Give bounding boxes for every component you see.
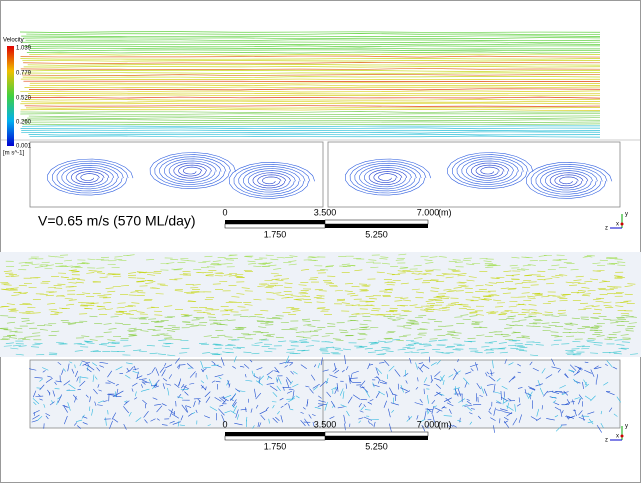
caption: V=0.65 m/s (570 ML/day) (38, 213, 196, 229)
legend-tick: 0.779 (16, 71, 32, 77)
triad-axis (621, 223, 624, 226)
triad-label: y (625, 424, 628, 430)
triad-label: x (616, 222, 619, 228)
scale-label: 0 (222, 419, 227, 429)
scale-label: 7.000 (417, 207, 440, 217)
legend-unit: [m s^-1] (3, 151, 24, 157)
scale-unit: (m) (438, 207, 452, 217)
scale-label: 3.500 (314, 419, 337, 429)
cavity (30, 360, 620, 428)
scale-label: 1.750 (264, 441, 287, 451)
legend-tick: 0.520 (16, 96, 32, 102)
scale-seg (225, 432, 325, 436)
bottom-panel: 0 3.500 7.000(m) 1.750 5.250 y z x (0, 252, 641, 451)
scale-label: 3.500 (314, 207, 337, 217)
scale-seg (325, 432, 428, 436)
triad-label: z (605, 438, 608, 444)
scale-seg (325, 224, 428, 228)
color-ramp (7, 46, 14, 146)
scale-seg (325, 436, 428, 440)
channel (0, 252, 641, 357)
screenshot: 03.5007.000(m)1.7505.250yzx 03.5007.000(… (0, 0, 641, 483)
scale-label: 7.000 (417, 419, 440, 429)
triad-label: y (625, 212, 628, 218)
scale-seg (325, 220, 428, 224)
scale-seg (225, 224, 325, 228)
scale-seg (225, 436, 325, 440)
scale-label: 5.250 (365, 229, 388, 239)
scale-label: 0 (222, 207, 227, 217)
triad-axis (621, 435, 624, 438)
scale-seg (225, 220, 325, 224)
triad-label: x (616, 434, 619, 440)
legend-tick: 0.260 (16, 120, 32, 126)
scale-label: 1.750 (264, 229, 287, 239)
legend-tick: 0.001 (16, 144, 32, 150)
scale-label: 5.250 (365, 441, 388, 451)
cavity (328, 142, 620, 207)
scale-unit: (m) (438, 419, 452, 429)
legend-tick: 1.039 (16, 46, 32, 52)
legend-title: Velocity (3, 38, 24, 44)
triad-label: z (605, 226, 608, 232)
